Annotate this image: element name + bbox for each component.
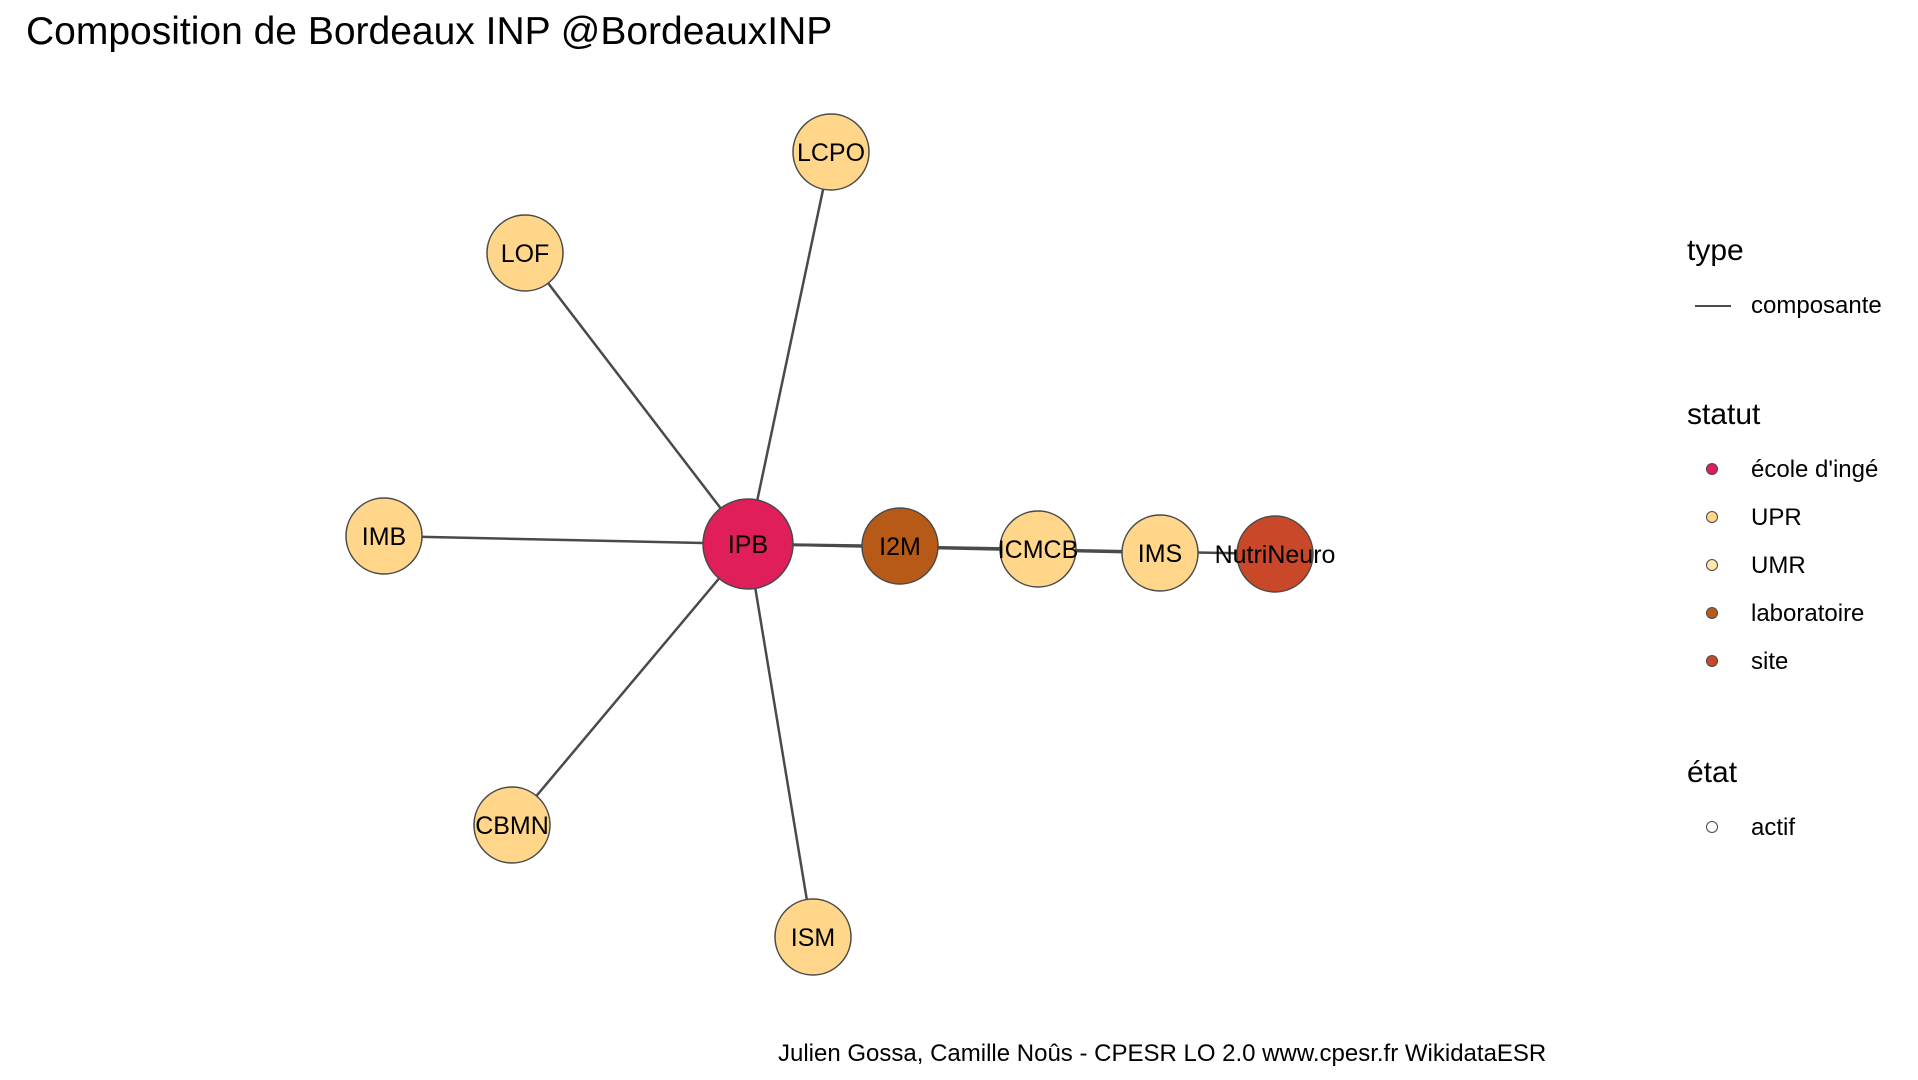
node-label: ISM bbox=[791, 924, 835, 952]
upr-dot-key bbox=[1706, 511, 1718, 523]
edge-ipb-lof bbox=[524, 252, 749, 545]
actif-dot-key bbox=[1706, 821, 1718, 833]
legend-etat-title: état bbox=[1687, 756, 1738, 789]
site-dot-key bbox=[1706, 655, 1718, 667]
node-circle bbox=[473, 786, 551, 864]
edge-ipb-imb bbox=[383, 534, 749, 546]
edge-ipb-lcpo bbox=[746, 151, 833, 545]
legend-etat: état actif bbox=[1687, 756, 1795, 852]
legend-item-label: école d'ingé bbox=[1751, 456, 1879, 483]
node-ipb: IPB bbox=[702, 498, 794, 590]
legend-item-label: actif bbox=[1751, 814, 1796, 841]
node-label: ICMCB bbox=[998, 536, 1079, 564]
laboratoire-dot-key bbox=[1706, 607, 1718, 619]
node-circle bbox=[861, 507, 939, 585]
legend-item-umr: UMR bbox=[1687, 542, 1806, 590]
node-circle bbox=[774, 898, 852, 976]
node-circle bbox=[1121, 514, 1199, 592]
legend-type: type composante bbox=[1687, 234, 1882, 330]
node-label: NutriNeuro bbox=[1215, 541, 1336, 569]
node-ims: IMS bbox=[1121, 514, 1199, 592]
node-lcpo: LCPO bbox=[792, 113, 870, 191]
legend-item-ecole: école d'ingé bbox=[1687, 446, 1878, 494]
legend-item-laboratoire: laboratoire bbox=[1687, 590, 1864, 638]
legend-item-composante: composante bbox=[1687, 282, 1882, 330]
node-circle bbox=[1236, 515, 1314, 593]
node-circle bbox=[999, 510, 1077, 588]
legend-item-actif: actif bbox=[1687, 804, 1795, 852]
legend-item-label: UMR bbox=[1751, 552, 1806, 579]
edge-line-key bbox=[1695, 305, 1731, 307]
legend-item-label: laboratoire bbox=[1751, 600, 1865, 627]
node-ism: ISM bbox=[774, 898, 852, 976]
node-circle bbox=[345, 497, 423, 575]
legend-item-upr: UPR bbox=[1687, 494, 1802, 542]
chart-title: Composition de Bordeaux INP @BordeauxINP bbox=[26, 10, 833, 53]
node-label: IMB bbox=[362, 523, 406, 551]
nodes-layer: IPB I2M ICMCB IMS NutriNeuro LCPO LOF IMB CBMN IS… bbox=[345, 113, 1336, 976]
node-nutrineuro: NutriNeuro bbox=[1215, 515, 1336, 593]
ecole-dot-key bbox=[1706, 463, 1718, 475]
node-icmcb: ICMCB bbox=[998, 510, 1079, 588]
node-circle bbox=[702, 498, 794, 590]
node-i2m: I2M bbox=[861, 507, 939, 585]
node-cbmn: CBMN bbox=[473, 786, 551, 864]
legend-item-label: site bbox=[1751, 648, 1789, 675]
node-circle bbox=[486, 214, 564, 292]
caption: Julien Gossa, Camille Noûs - CPESR LO 2.… bbox=[778, 1040, 1547, 1067]
umr-dot-key bbox=[1706, 559, 1718, 571]
node-label: CBMN bbox=[475, 812, 549, 840]
legend-statut-title: statut bbox=[1687, 398, 1761, 431]
legend-item-label: composante bbox=[1751, 292, 1882, 319]
node-label: IMS bbox=[1138, 540, 1182, 568]
legend-statut: statut école d'ingé UPR UMR laboratoire … bbox=[1687, 398, 1878, 686]
node-label: LOF bbox=[501, 240, 550, 268]
legend-type-title: type bbox=[1687, 234, 1744, 267]
node-lof: LOF bbox=[486, 214, 564, 292]
legend-item-site: site bbox=[1687, 638, 1788, 686]
node-label: I2M bbox=[879, 533, 921, 561]
node-circle bbox=[792, 113, 870, 191]
legend-item-label: UPR bbox=[1751, 504, 1802, 531]
node-label: IPB bbox=[728, 531, 768, 559]
edge-ipb-cbmn bbox=[511, 543, 749, 826]
node-label: LCPO bbox=[797, 139, 865, 167]
node-imb: IMB bbox=[345, 497, 423, 575]
edge-ipb-ism bbox=[746, 543, 815, 938]
edges-layer bbox=[383, 151, 1276, 938]
